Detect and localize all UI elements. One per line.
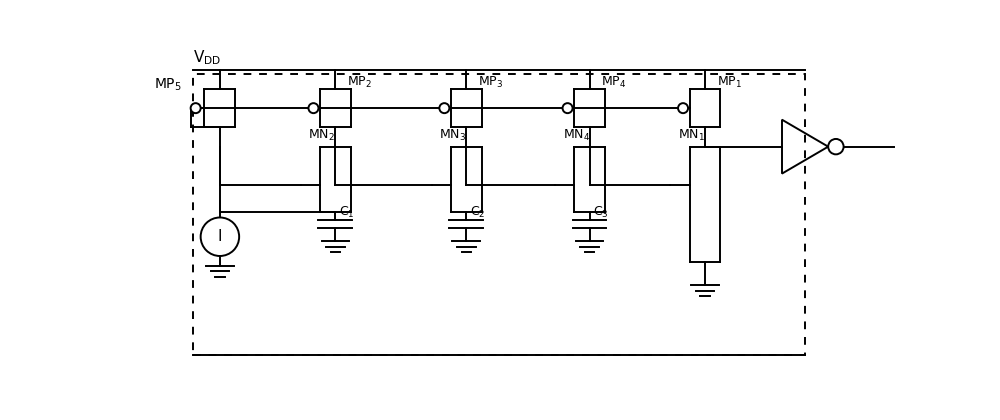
Text: C$_1$: C$_1$ <box>339 205 355 220</box>
Text: MP$_1$: MP$_1$ <box>717 75 742 90</box>
Text: MN$_4$: MN$_4$ <box>563 128 590 143</box>
Text: MN$_1$: MN$_1$ <box>678 128 705 143</box>
Text: MP$_3$: MP$_3$ <box>478 75 503 90</box>
Text: C$_2$: C$_2$ <box>470 205 486 220</box>
Text: I: I <box>218 229 222 244</box>
Text: V$_{\rm DD}$: V$_{\rm DD}$ <box>193 49 221 68</box>
Text: MN$_3$: MN$_3$ <box>439 128 466 143</box>
Text: MN$_2$: MN$_2$ <box>308 128 335 143</box>
Circle shape <box>828 139 844 154</box>
Text: MP$_2$: MP$_2$ <box>347 75 372 90</box>
Text: C$_3$: C$_3$ <box>593 205 609 220</box>
Circle shape <box>308 103 318 113</box>
Circle shape <box>563 103 573 113</box>
Circle shape <box>439 103 449 113</box>
Text: MP$_5$: MP$_5$ <box>154 77 182 93</box>
Circle shape <box>191 103 201 113</box>
Bar <box>193 74 805 354</box>
Circle shape <box>678 103 688 113</box>
Text: MP$_4$: MP$_4$ <box>601 75 626 90</box>
